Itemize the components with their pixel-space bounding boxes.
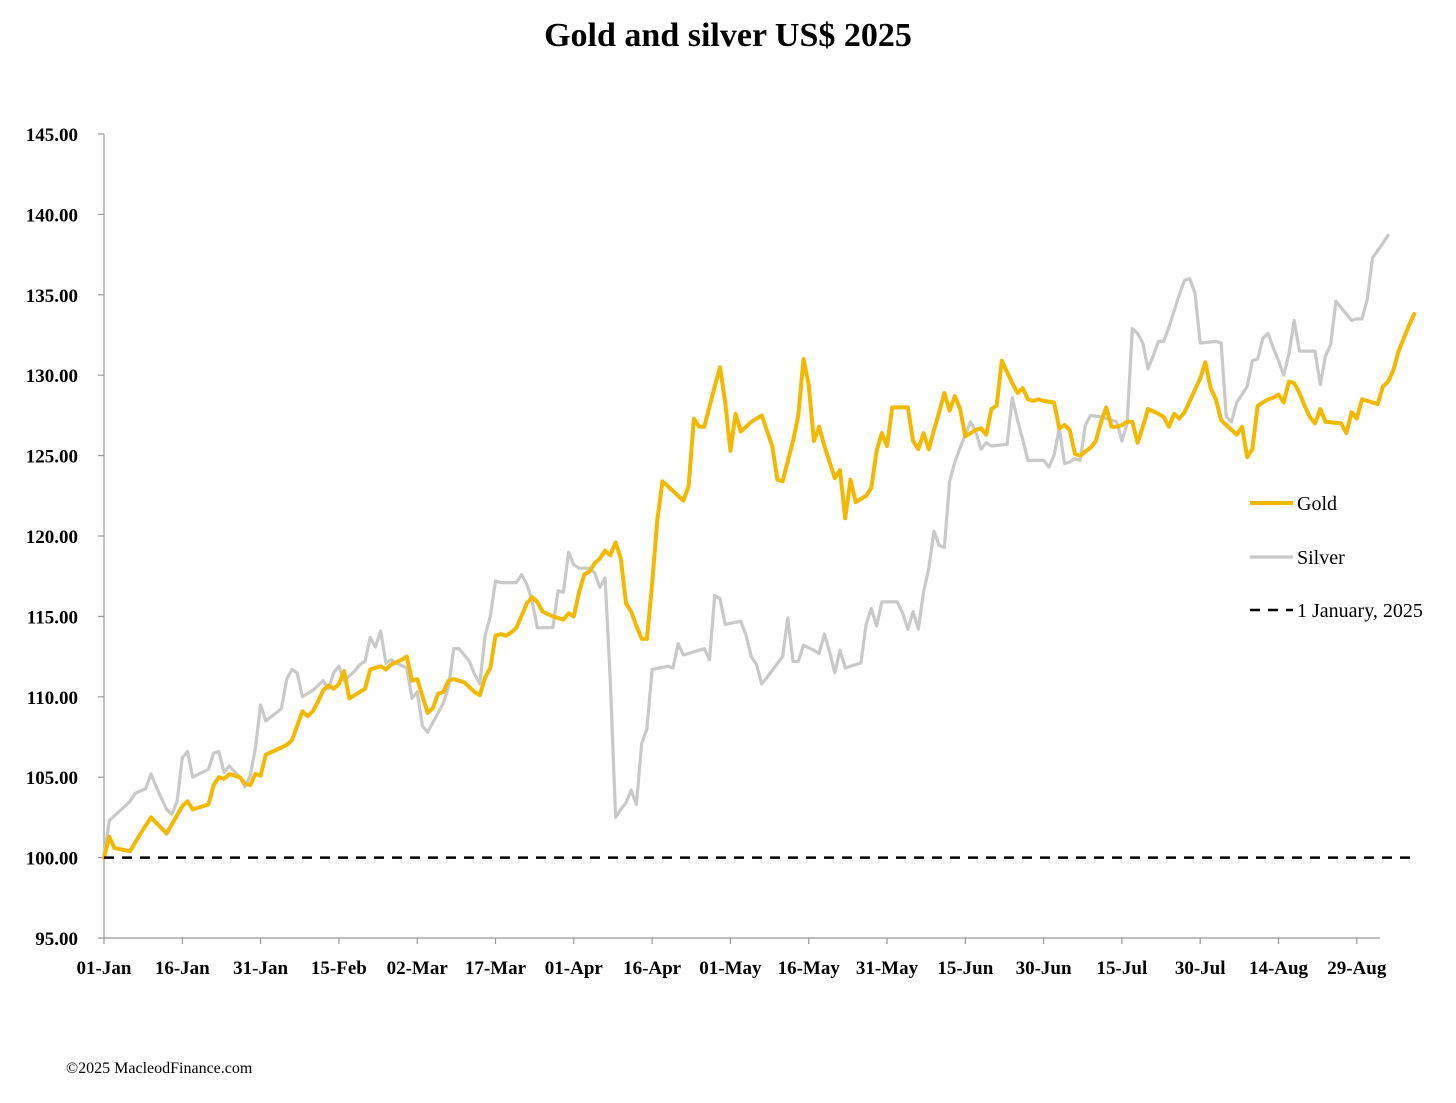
legend: Gold Silver 1 January, 2025 [1250,493,1423,622]
y-tick-label: 105.00 [26,768,78,789]
x-tick-label: 16-May [778,958,841,979]
series-line-silver [102,233,1390,860]
y-tick-label: 140.00 [26,205,78,226]
chart-title: Gold and silver US$ 2025 [544,17,912,54]
x-tick-label: 15-Jul [1097,958,1148,979]
x-tick-label: 01-May [699,958,762,979]
x-tick-label: 29-Aug [1327,958,1387,979]
series-layer [102,233,1417,860]
x-tick-label: 14-Aug [1249,958,1309,979]
legend-label-gold: Gold [1297,493,1337,515]
y-tick-label: 95.00 [35,929,78,950]
y-tick-label: 135.00 [26,286,78,307]
x-tick-label: 01-Jan [77,958,132,979]
legend-label-1-january-2025: 1 January, 2025 [1297,600,1423,622]
x-tick-label: 31-Jan [233,958,288,979]
x-tick-label: 02-Mar [387,958,449,979]
x-tick-label: 16-Apr [623,958,682,979]
x-tick-label: 31-May [856,958,919,979]
x-tick-label: 30-Jul [1175,958,1226,979]
y-tick-label: 120.00 [26,527,78,548]
x-tick-label: 15-Feb [311,958,367,979]
x-tick-label: 01-Apr [545,958,604,979]
y-tick-label: 100.00 [26,849,78,870]
y-tick-label: 145.00 [26,125,78,146]
y-tick-label: 110.00 [27,688,78,709]
chart-axes: 95.00 100.00 105.00 110.00 115.00 120.00 125.0… [26,125,1387,979]
y-tick-label: 130.00 [26,366,78,387]
legend-label-silver: Silver [1297,547,1345,569]
y-tick-label: 115.00 [27,607,78,628]
series-line-gold [102,312,1417,860]
x-tick-label: 15-Jun [937,958,993,979]
footer-copyright: ©2025 MacleodFinance.com [66,1060,253,1077]
y-tick-label: 125.00 [26,447,78,468]
x-tick-label: 30-Jun [1016,958,1072,979]
x-tick-label: 17-Mar [465,958,527,979]
x-tick-label: 16-Jan [155,958,210,979]
